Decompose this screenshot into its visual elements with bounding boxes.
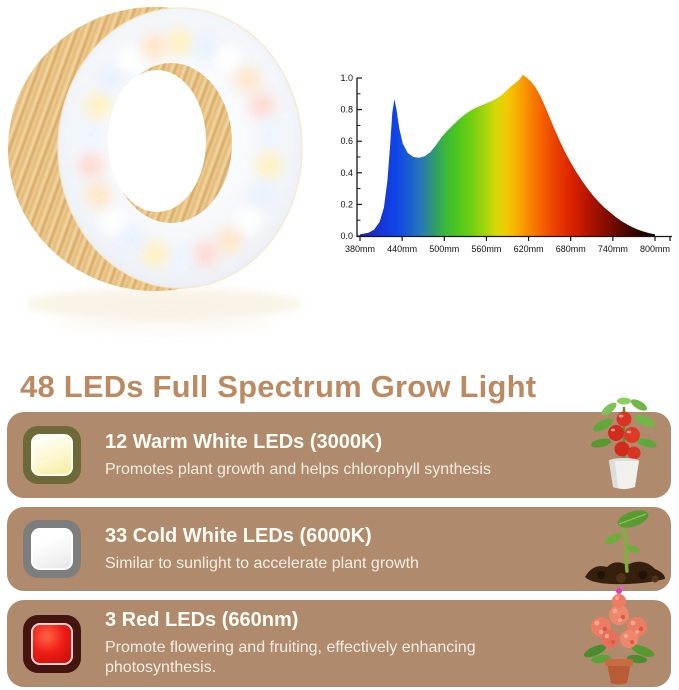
x-tick-label: 740mm — [598, 244, 628, 254]
ring-center-opening — [108, 70, 206, 212]
red-led-icon — [23, 614, 81, 673]
y-tick-label: 0.0 — [340, 231, 353, 241]
x-tick-label: 500mm — [429, 244, 459, 254]
ring-reflection-soft — [54, 314, 274, 334]
led-glow-spots — [77, 29, 283, 271]
x-tick-label: 560mm — [471, 244, 501, 254]
x-tick-label: 440mm — [387, 244, 417, 254]
card-cold-white-leds: 33 Cold White LEDs (6000K) Similar to su… — [7, 507, 671, 591]
card-warm-white-leds: 12 Warm White LEDs (3000K) Promotes plan… — [7, 397, 671, 498]
cold-white-led-icon — [23, 520, 81, 578]
card-red-leds: 3 Red LEDs (660nm) Promote flowering and… — [7, 585, 671, 687]
card-description: Promotes plant growth and helps chloroph… — [105, 460, 491, 478]
cold-white-led-chip — [31, 528, 73, 570]
ring-reflection — [26, 288, 302, 320]
card-title: 33 Cold White LEDs (6000K) — [105, 524, 372, 547]
ring-light-illustration — [8, 7, 303, 334]
card-text: 3 Red LEDs (660nm) Promote flowering and… — [105, 609, 575, 678]
tomato-plant-image — [591, 397, 657, 489]
x-tick-label: 620mm — [514, 244, 544, 254]
card-title: 12 Warm White LEDs (3000K) — [105, 430, 383, 453]
y-tick-label: 0.6 — [340, 136, 353, 146]
red-led-chip — [31, 622, 73, 665]
led-feature-cards: 12 Warm White LEDs (3000K) Promotes plan… — [7, 397, 671, 687]
y-tick-label: 0.2 — [340, 199, 353, 209]
y-tick-label: 0.8 — [340, 105, 353, 115]
x-tick-label: 680mm — [556, 244, 586, 254]
warm-white-led-icon — [23, 426, 81, 484]
card-text: 33 Cold White LEDs (6000K) Similar to su… — [105, 525, 575, 574]
spectrum-chart-svg: 0.0 0.2 0.4 0.6 0.8 1.0 380mm 440mm 500mm 560mm 62… — [340, 73, 672, 254]
card-title: 3 Red LEDs (660nm) — [105, 609, 299, 631]
flowering-plant-image — [583, 585, 655, 685]
y-tick-label: 1.0 — [340, 73, 353, 83]
ring-light-photo — [6, 2, 318, 346]
spectrum-chart: 0.0 0.2 0.4 0.6 0.8 1.0 380mm 440mm 500mm 560mm 62… — [336, 56, 678, 262]
flower-clusters — [591, 594, 647, 648]
x-tick-label: 380mm — [345, 244, 375, 254]
card-description: Similar to sunlight to accelerate plant … — [105, 554, 419, 572]
card-text: 12 Warm White LEDs (3000K) Promotes plan… — [105, 431, 575, 480]
seedling-image — [585, 510, 665, 585]
card-description: Promote flowering and fruiting, effectiv… — [105, 639, 476, 676]
warm-white-led-chip — [31, 434, 73, 476]
y-tick-label: 0.4 — [340, 168, 353, 178]
page-title: 48 LEDs Full Spectrum Grow Light — [20, 368, 537, 404]
x-tick-label: 800mm — [640, 244, 670, 254]
ring-rim-highlight — [57, 7, 303, 289]
spectrum-area — [360, 74, 655, 236]
